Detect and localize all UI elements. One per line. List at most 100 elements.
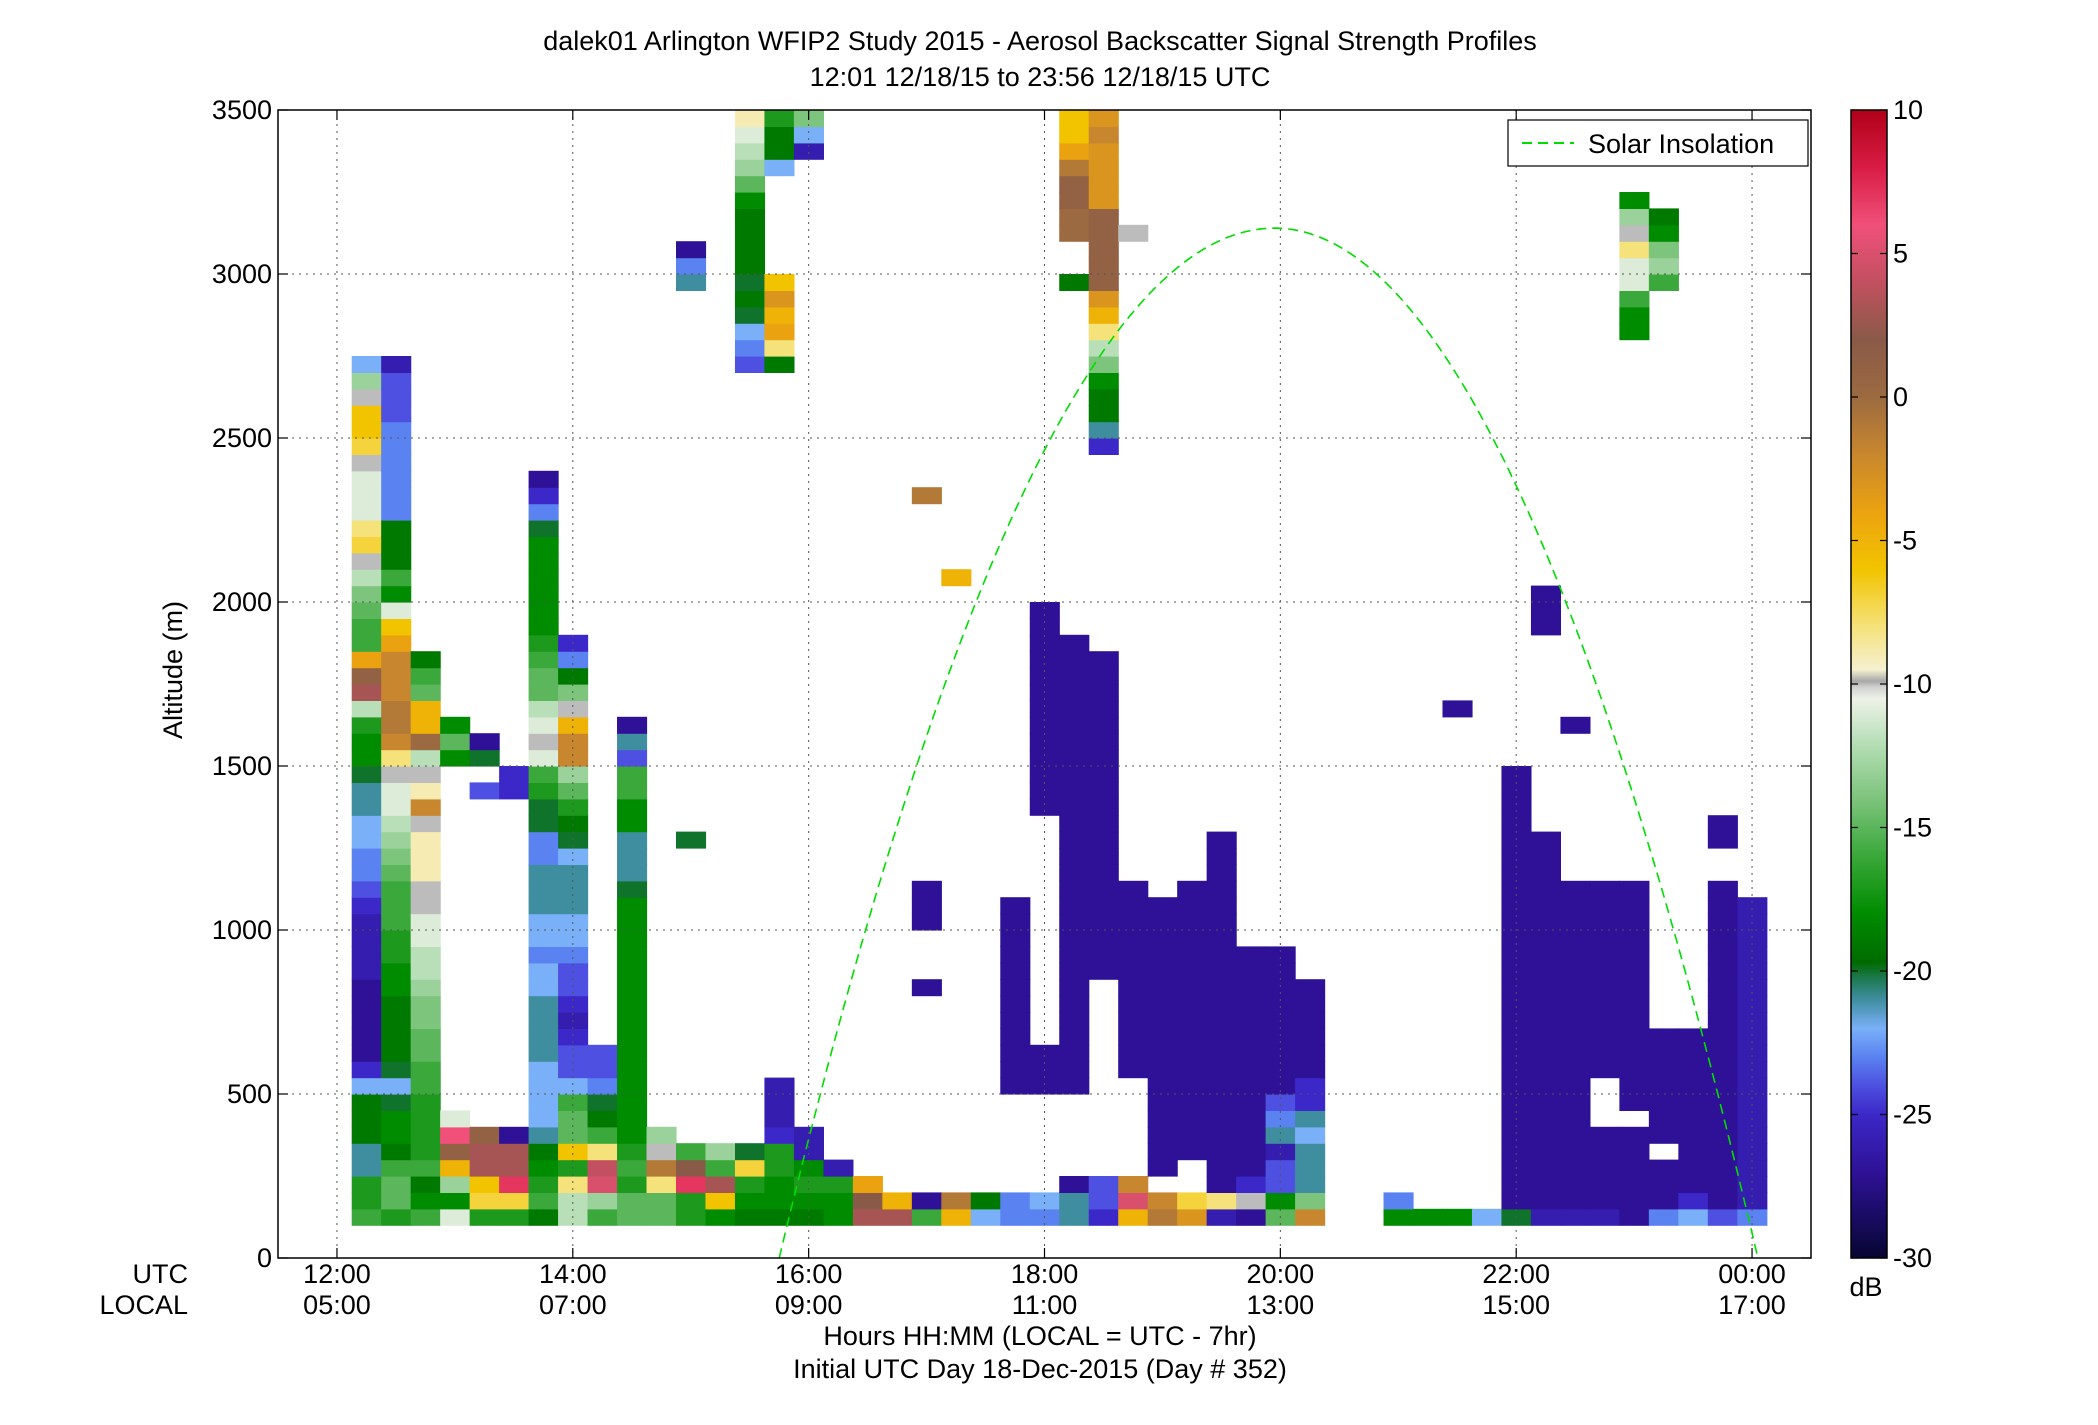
heatmap-cell [410, 995, 441, 1013]
heatmap-cell [617, 1094, 648, 1111]
heatmap-cell [1118, 962, 1149, 980]
heatmap-cell [499, 1159, 530, 1177]
heatmap-cell [734, 274, 766, 291]
heatmap-cell [617, 815, 648, 833]
heatmap-cell [1501, 848, 1532, 865]
x-tick-label-utc: 00:00 [1718, 1259, 1786, 1289]
heatmap-cell [1530, 848, 1562, 865]
heatmap-cell [528, 585, 559, 603]
heatmap-cell [1295, 1061, 1326, 1079]
heatmap-cell [1088, 306, 1119, 324]
heatmap-cell [528, 782, 559, 800]
heatmap-cell [381, 520, 412, 537]
heatmap-cell [1383, 1192, 1414, 1210]
heatmap-cell [469, 1176, 500, 1193]
heatmap-cell [617, 716, 648, 734]
heatmap-cell [705, 1159, 736, 1177]
heatmap-cell [558, 1176, 589, 1193]
heatmap-cell [1059, 1192, 1090, 1210]
heatmap-cell [1059, 749, 1090, 767]
heatmap-cell [528, 962, 559, 980]
heatmap-cell [351, 749, 382, 767]
heatmap-cell [1501, 979, 1532, 997]
colorbar-ticks: 10 5 0 -5 -10 -15 -20 -25 -30 [1851, 95, 1932, 1273]
heatmap-cell [528, 1044, 559, 1062]
heatmap-cell [1088, 388, 1119, 406]
y-tick-label: 0 [257, 1243, 272, 1273]
heatmap-cell [410, 1110, 441, 1128]
y-axis-ticks: 0 500 1000 1500 2000 2500 3000 3500 [212, 95, 1811, 1273]
heatmap-cell [1088, 241, 1119, 259]
heatmap-cell [764, 1077, 795, 1095]
heatmap-cell [351, 716, 382, 734]
legend-label: Solar Insolation [1588, 129, 1774, 159]
heatmap-cell [911, 913, 942, 931]
heatmap-cell [1648, 274, 1679, 291]
heatmap-cell [1560, 1143, 1591, 1161]
heatmap-cell [764, 1176, 795, 1193]
heatmap-cell [1147, 1192, 1178, 1210]
heatmap-cell [1177, 930, 1208, 947]
heatmap-cell [1648, 1061, 1679, 1079]
heatmap-cell [1265, 1094, 1296, 1111]
heatmap-cell [764, 110, 795, 127]
heatmap-cell [351, 634, 382, 652]
heatmap-cell [1589, 1192, 1620, 1210]
heatmap-cell [1589, 979, 1620, 997]
heatmap-cell [1265, 946, 1296, 964]
colorbar-tick-label: -25 [1893, 1100, 1932, 1130]
heatmap-cell [1236, 1192, 1267, 1210]
heatmap-cell [617, 1077, 648, 1095]
heatmap-cell [1707, 897, 1738, 915]
heatmap-cell [617, 1061, 648, 1079]
heatmap-cell [1177, 995, 1208, 1013]
heatmap-cell [1589, 1044, 1620, 1062]
heatmap-cell [1678, 1094, 1709, 1111]
heatmap-cell [381, 1176, 412, 1193]
heatmap-cell [558, 979, 589, 997]
heatmap-cell [1501, 864, 1532, 882]
heatmap-cell [528, 503, 559, 521]
y-tick-label: 500 [227, 1079, 272, 1109]
heatmap-cell [1088, 749, 1119, 767]
heatmap-cell [1147, 995, 1178, 1013]
heatmap-cell [1059, 667, 1090, 685]
legend: Solar Insolation [1507, 119, 1809, 167]
heatmap-cell [1236, 979, 1267, 997]
heatmap-cell [410, 946, 441, 964]
heatmap-cell [1088, 848, 1119, 865]
heatmap-cell [528, 1126, 559, 1144]
heatmap-cell [1029, 1044, 1060, 1062]
heatmap-cell [1589, 962, 1620, 980]
heatmap-cell [1206, 1192, 1237, 1210]
heatmap-cell [1501, 1176, 1532, 1193]
heatmap-cell [1737, 1126, 1768, 1144]
heatmap-cell [1088, 733, 1119, 751]
heatmap-cell [970, 1192, 1001, 1210]
heatmap-cell [528, 930, 559, 947]
heatmap-cell [1147, 1012, 1178, 1029]
heatmap-cell [381, 536, 412, 554]
heatmap-cell [528, 848, 559, 865]
heatmap-cell [528, 1012, 559, 1029]
heatmap-cell [1530, 979, 1562, 997]
heatmap-cell [764, 1192, 795, 1210]
heatmap-cell [381, 667, 412, 685]
heatmap-cell [675, 1208, 707, 1226]
heatmap-cell [381, 634, 412, 652]
heatmap-cell [1560, 716, 1591, 734]
heatmap-cell [1383, 1208, 1414, 1226]
heatmap-cell [1737, 1044, 1768, 1062]
heatmap-cell [1206, 1110, 1237, 1128]
heatmap-cell [381, 864, 412, 882]
heatmap-cell [410, 1077, 441, 1095]
heatmap-cell [1147, 1143, 1178, 1161]
heatmap-cell [1177, 880, 1208, 898]
heatmap-cell [1000, 1061, 1031, 1079]
heatmap-cell [381, 1044, 412, 1062]
heatmap-cell [528, 815, 559, 833]
heatmap-cell [1236, 946, 1267, 964]
heatmap-cell [381, 1143, 412, 1161]
heatmap-cell [1619, 1028, 1650, 1046]
heatmap-cell [1088, 716, 1119, 734]
